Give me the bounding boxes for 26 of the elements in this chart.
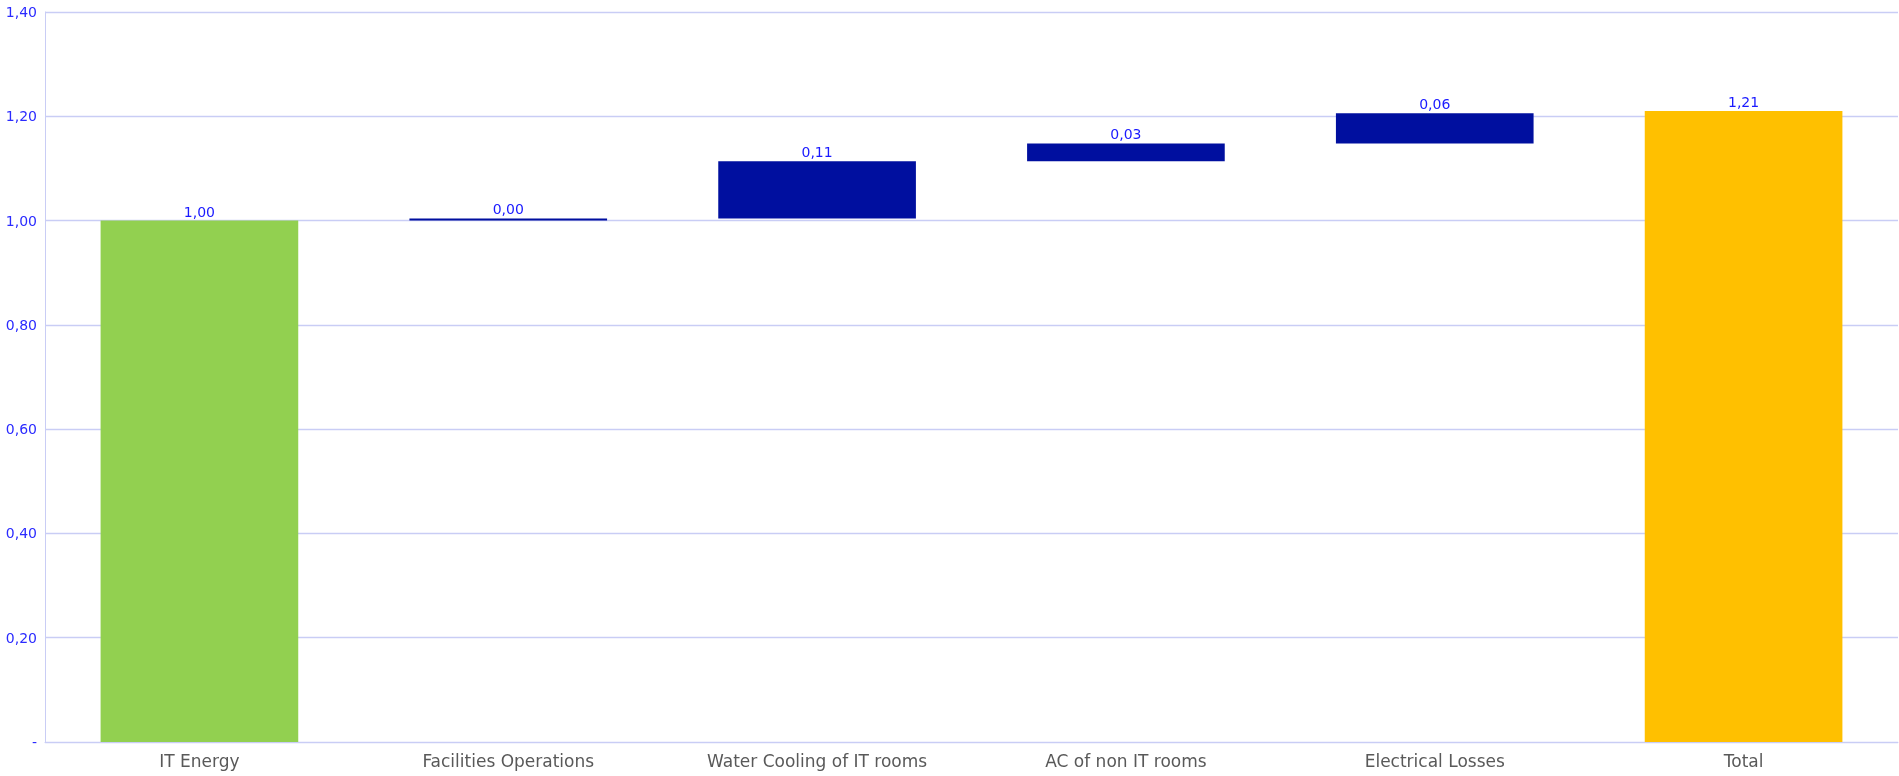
data-label: 1,21: [1728, 94, 1760, 111]
y-tick-label: 0,20: [5, 629, 37, 646]
x-tick-label: Electrical Losses: [1364, 750, 1505, 771]
y-tick-label: 1,40: [5, 4, 37, 20]
y-tick-label: 1,00: [5, 212, 37, 229]
data-label: 0,00: [492, 201, 524, 218]
bar: [718, 161, 916, 219]
data-label: 0,11: [801, 144, 833, 161]
bar: [1644, 111, 1843, 742]
bar: [409, 218, 608, 221]
y-tick-label: 1,20: [5, 108, 37, 125]
x-tick-label: IT Energy: [159, 750, 240, 771]
bar: [1335, 113, 1534, 144]
bar: [1027, 143, 1225, 162]
x-tick-label: AC of non IT rooms: [1045, 750, 1207, 771]
y-tick-label: 0,60: [5, 421, 37, 438]
x-tick-label: Facilities Operations: [422, 750, 595, 771]
y-tick-label: 0,40: [5, 525, 37, 542]
y-tick-label: 0,80: [5, 316, 37, 333]
x-tick-label: Total: [1722, 750, 1764, 771]
bar: [100, 220, 299, 742]
data-label: 1,00: [183, 203, 215, 220]
data-label: 0,03: [1110, 126, 1142, 143]
data-label: 0,06: [1419, 96, 1451, 113]
x-tick-label: Water Cooling of IT rooms: [707, 750, 928, 771]
y-tick-label: -: [31, 734, 37, 750]
